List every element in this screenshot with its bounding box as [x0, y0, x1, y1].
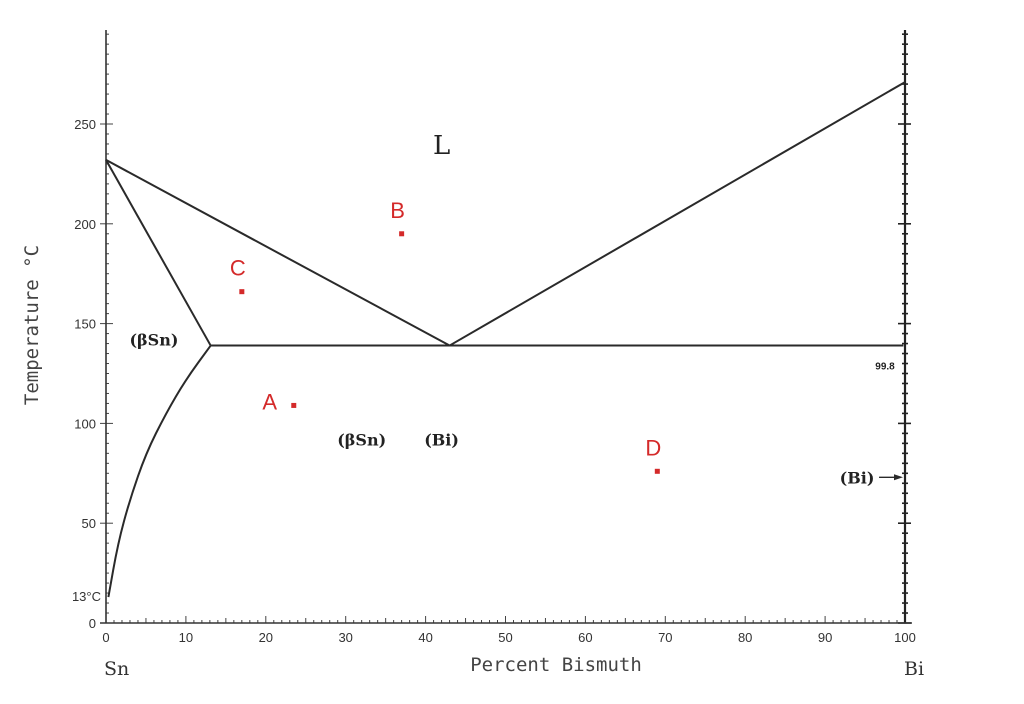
point-c-marker — [239, 289, 245, 295]
marked-points: A B C D — [230, 198, 661, 474]
phase-label: (Bi) — [840, 468, 875, 487]
phase-label: (Bi) — [424, 430, 459, 449]
phase-label: (βSn) — [337, 430, 386, 449]
x-tick-label: 30 — [338, 630, 352, 645]
y-tick-label: 200 — [74, 217, 96, 232]
x-tick-labels: 0 10 20 30 40 50 60 70 80 90 100 — [102, 630, 915, 645]
x-tick-label: 80 — [738, 630, 752, 645]
y-tick-labels: 0 50 100 150 200 250 — [74, 117, 96, 631]
phase-label: (βSn) — [129, 331, 178, 350]
y-tick-label: 100 — [74, 416, 96, 431]
solvus-betaSn-line — [107, 344, 212, 598]
point-b-marker — [399, 231, 405, 237]
x-tick-label: 40 — [418, 630, 432, 645]
annotation-label: 99.8 — [875, 362, 895, 373]
phase-labels: L (βSn) (βSn) (Bi) (Bi) 13°C 99.8 — [72, 131, 903, 604]
solidus-betaSn-line — [105, 159, 212, 347]
x-tick-label: 0 — [102, 630, 109, 645]
y-tick-label: 150 — [74, 317, 96, 332]
x-axis-title: Percent Bismuth — [470, 654, 642, 676]
x-tick-label: 60 — [578, 630, 592, 645]
annotation-label: 13°C — [72, 589, 101, 604]
phase-boundaries — [105, 81, 906, 598]
y-tick-label: 250 — [74, 117, 96, 132]
x-tick-label: 100 — [894, 630, 916, 645]
right-element-label: Bi — [904, 658, 924, 680]
point-b-label: B — [390, 198, 405, 223]
y-tick-label: 0 — [89, 616, 96, 631]
liquidus-Sn-side-line — [105, 159, 451, 347]
y-axis-title: Temperature °C — [21, 245, 43, 405]
x-tick-label: 50 — [498, 630, 512, 645]
axes — [100, 30, 912, 624]
left-element-label: Sn — [104, 658, 129, 680]
point-a-label: A — [262, 389, 277, 414]
phase-label: L — [433, 131, 450, 161]
x-tick-label: 70 — [658, 630, 672, 645]
axis-ticks — [100, 33, 911, 624]
x-tick-label: 10 — [179, 630, 193, 645]
liquidus-Bi-side-line — [449, 81, 906, 347]
point-d-label: D — [645, 435, 661, 460]
x-tick-label: 20 — [259, 630, 273, 645]
x-tick-label: 90 — [818, 630, 832, 645]
point-c-label: C — [230, 256, 246, 281]
point-a-marker — [291, 402, 297, 408]
point-d-marker — [654, 468, 660, 474]
y-tick-label: 50 — [82, 516, 96, 531]
arrow-head-icon — [894, 474, 903, 481]
